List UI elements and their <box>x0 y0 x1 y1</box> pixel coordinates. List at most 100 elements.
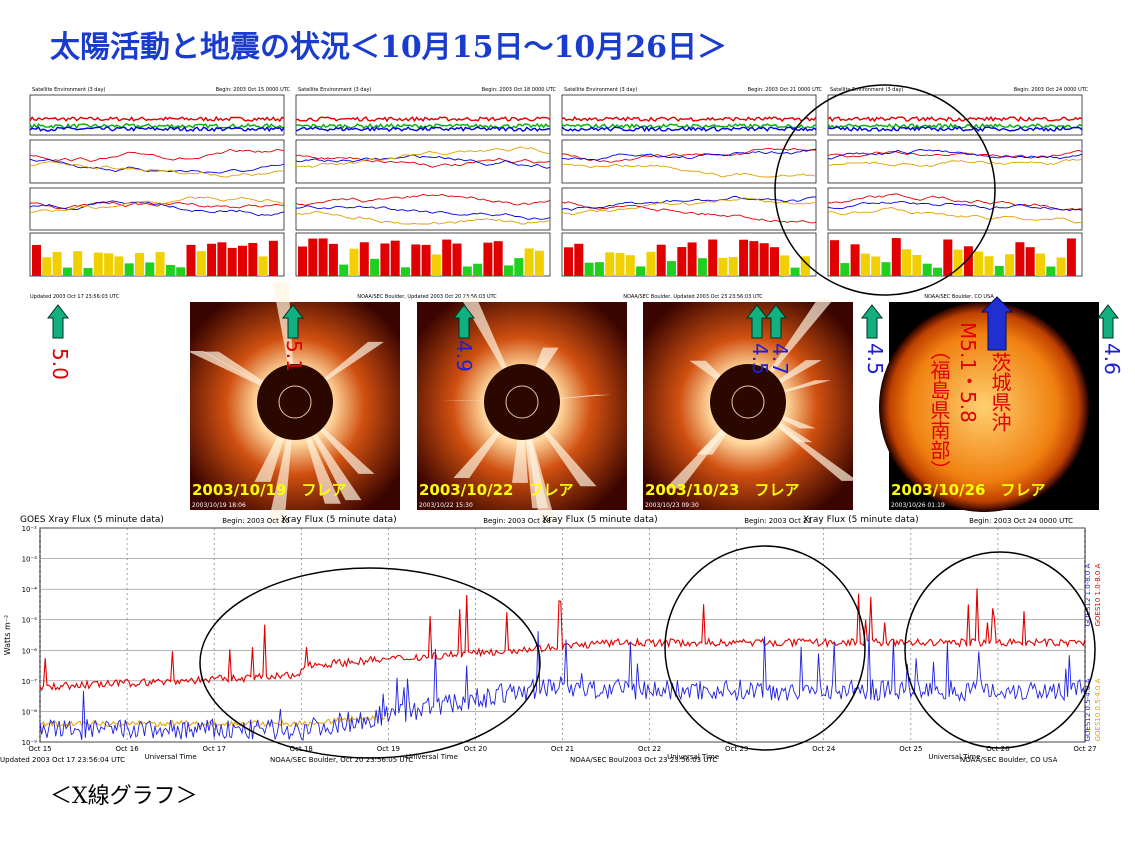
kp-bar <box>943 239 953 276</box>
x-tick-label: Oct 19 <box>377 745 400 753</box>
kp-bar <box>749 241 759 276</box>
y-tick-label: 10⁻³ <box>22 556 38 564</box>
kp-bar <box>1056 257 1066 276</box>
highlight-ellipse <box>664 545 866 751</box>
kp-bar <box>677 247 687 276</box>
proton-line <box>561 115 817 123</box>
kp-bar <box>227 247 237 276</box>
kp-bar <box>268 240 278 276</box>
kp-bar <box>186 244 196 276</box>
x-tick-label: Oct 22 <box>638 745 661 753</box>
kp-bar <box>1015 242 1025 276</box>
x-tick-label: Oct 17 <box>203 745 226 753</box>
xray-header: GOES Xray Flux (5 minute data) <box>20 515 164 525</box>
proton-line <box>827 115 1083 123</box>
kp-bar <box>258 256 268 276</box>
earthquake-arrow <box>860 304 884 339</box>
xray-header: Xray Flux (5 minute data) <box>542 515 658 525</box>
kp-bar <box>574 243 584 276</box>
flux-line <box>29 158 285 174</box>
panel-begin: Begin: 2003 Oct 15 0000 UTC <box>216 87 291 93</box>
magnitude: 5.0 <box>48 348 72 380</box>
kp-bar <box>974 251 984 276</box>
flux-line <box>827 206 1083 224</box>
image-caption: 2003/10/23 フレア <box>645 481 799 499</box>
image-stamp: 2003/10/22 15:30 <box>419 502 473 509</box>
kp-bar <box>656 244 666 276</box>
panel-footer: NOAA/SEC Boulder, Updated 2003 Oct 20 23… <box>357 294 497 300</box>
kp-bar <box>196 251 206 276</box>
flux-line <box>29 148 285 162</box>
kp-bar <box>697 258 707 276</box>
subplot-frame <box>29 94 285 136</box>
kp-bar <box>780 255 790 276</box>
kp-bar <box>318 238 328 276</box>
kp-bar <box>452 243 462 276</box>
kp-bar <box>840 263 850 276</box>
y-tick-label: 10⁻⁷ <box>22 678 38 686</box>
flux-line <box>296 205 551 220</box>
image-stamp: 2003/10/26 01:19 <box>891 502 945 509</box>
kp-bar <box>933 267 942 276</box>
flux-trace <box>39 631 1086 741</box>
xray-header: Xray Flux (5 minute data) <box>803 515 919 525</box>
occulter <box>484 364 560 440</box>
panel-header: Satellite Environment (3 day) <box>564 87 638 93</box>
x-axis-label: Universal Time <box>145 753 197 761</box>
kp-bar <box>830 240 839 276</box>
kp-bar <box>308 238 318 276</box>
kp-bar <box>646 251 656 276</box>
earthquake-arrow <box>764 304 788 339</box>
major-arrow <box>980 296 1014 351</box>
magnitude: 4.9 <box>452 340 476 372</box>
kp-bar <box>728 257 738 276</box>
corona-ray <box>512 402 529 483</box>
kp-bar <box>62 267 72 276</box>
image-caption: 2003/10/22 フレア <box>419 481 573 499</box>
x-axis-label: Universal Time <box>928 753 980 761</box>
corona-ray <box>689 360 748 402</box>
subplot-frame <box>827 94 1083 136</box>
earthquake-arrow <box>1096 304 1120 339</box>
flux-line <box>561 196 817 211</box>
kp-bar <box>83 267 93 276</box>
subplot-frame <box>561 94 817 136</box>
kp-bar <box>390 240 400 276</box>
x-axis-label: Universal Time <box>667 753 719 761</box>
proton-line <box>29 122 285 130</box>
flux-trace <box>39 713 386 728</box>
kp-bar <box>984 256 994 276</box>
flux-line <box>295 146 551 168</box>
kp-bar <box>594 262 604 276</box>
kp-bar <box>1025 247 1035 276</box>
sun-outline <box>505 385 539 419</box>
proton-line <box>827 125 1083 133</box>
slide-title: 太陽活動と地震の状況＜10月15日～10月26日＞ <box>50 30 727 65</box>
flux-line <box>561 197 817 216</box>
kp-bar <box>1046 266 1056 276</box>
x-tick-label: Oct 26 <box>986 745 1010 753</box>
panel-footer: NOAA/SEC Boulder, Updated 2003 Oct 23 23… <box>623 294 763 300</box>
magnitude: 4.5 <box>863 343 887 375</box>
magnitude: 4.7 <box>768 343 792 375</box>
kp-bar <box>881 262 891 276</box>
y-tick-label: 10⁻⁶ <box>22 647 38 655</box>
magnitude: 茨城県沖 <box>988 352 1012 432</box>
kp-bar <box>534 250 544 276</box>
kp-bar <box>238 245 247 276</box>
panel-begin: Begin: 2003 Oct 21 0000 UTC <box>748 87 823 93</box>
xray-begin: Begin: 2003 Oct 15 <box>222 517 290 525</box>
y-tick-label: 10⁻⁴ <box>22 586 38 594</box>
kp-bar <box>493 241 503 276</box>
kp-bar <box>217 242 227 276</box>
xray-footer: NOAA/SEC Boulder, CO USA <box>960 756 1058 764</box>
subplot-frame <box>561 139 817 184</box>
flux-line <box>295 211 551 225</box>
x-tick-label: Oct 16 <box>115 745 139 753</box>
kp-bar <box>431 254 441 276</box>
panel-header: Satellite Environment (3 day) <box>32 87 106 93</box>
flux-line <box>827 149 1083 160</box>
kp-bar <box>462 266 472 276</box>
x-tick-label: Oct 15 <box>28 745 51 753</box>
